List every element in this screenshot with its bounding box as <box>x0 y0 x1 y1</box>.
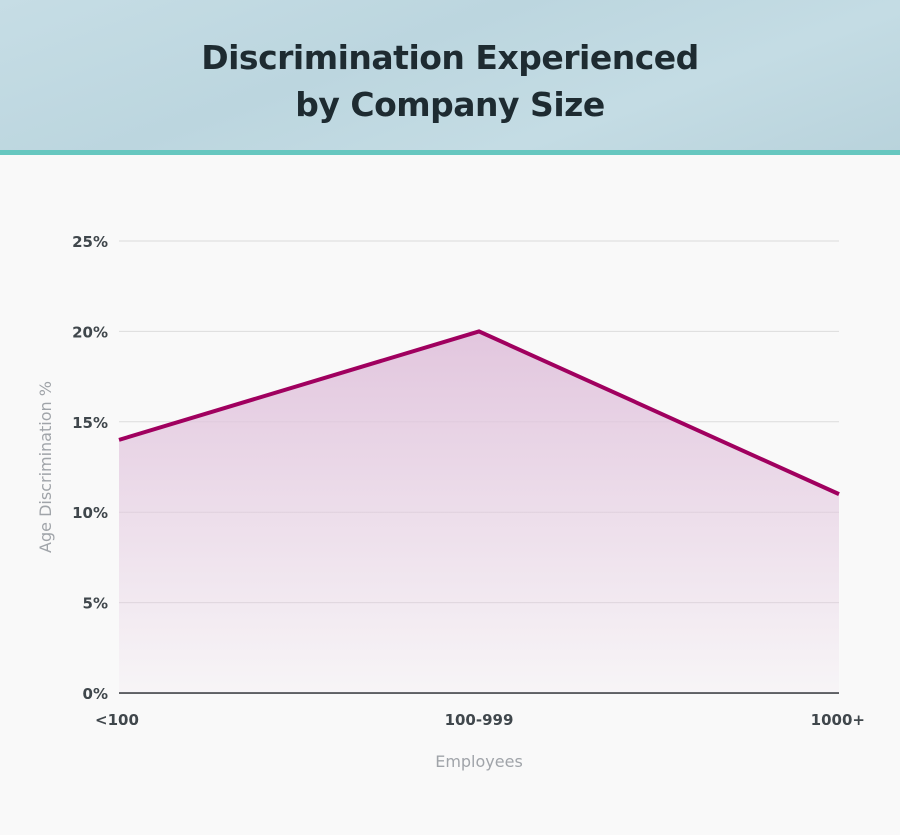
x-tick-label: 1000+ <box>811 711 865 729</box>
x-axis-title: Employees <box>435 752 523 771</box>
title-line-1: Discrimination Experienced <box>201 38 699 77</box>
header-divider <box>0 150 900 155</box>
x-tick-label: <100 <box>95 711 139 729</box>
title-line-2: by Company Size <box>295 85 605 124</box>
y-tick-label: 10% <box>72 504 108 522</box>
y-tick-label: 0% <box>83 685 108 703</box>
y-tick-label: 15% <box>72 414 108 432</box>
chart-title: Discrimination Experienced by Company Si… <box>0 34 900 128</box>
header-banner <box>0 0 900 150</box>
x-tick-label: 100-999 <box>445 711 514 729</box>
y-tick-label: 5% <box>83 595 108 613</box>
y-axis-title: Age Discrimination % <box>36 381 55 553</box>
y-tick-label: 20% <box>72 323 108 341</box>
area-fill <box>119 331 839 693</box>
y-tick-label: 25% <box>72 233 108 251</box>
